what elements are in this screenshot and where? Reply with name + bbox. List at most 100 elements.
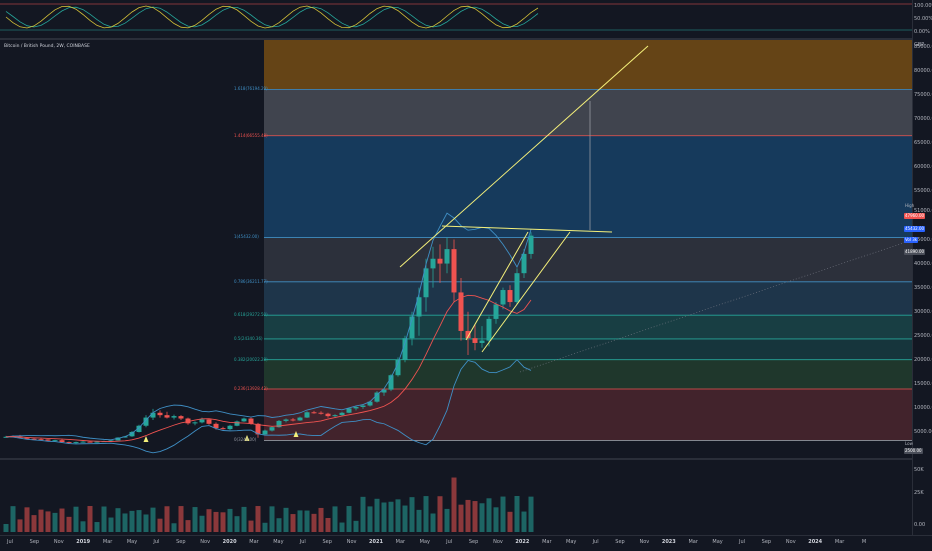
candle-body [402, 338, 408, 360]
volume-bar [395, 499, 401, 532]
time-axis-label: Mar [542, 539, 552, 545]
pane-separator-top[interactable] [0, 38, 932, 40]
time-axis-label: Nov [639, 539, 650, 545]
fib-zone [264, 281, 912, 316]
time-axis[interactable] [0, 535, 932, 551]
candle-body [423, 268, 429, 298]
fib-level-label: 1(45432.00) [234, 234, 259, 240]
price-axis-label: 20000.00 [914, 356, 932, 363]
time-axis-label: May [273, 539, 284, 545]
price-axis-label: 35000.00 [914, 284, 932, 291]
time-axis-label: May [566, 539, 577, 545]
volume-bar [31, 515, 37, 532]
time-axis-label: Mar [102, 539, 113, 545]
volume-bar [3, 524, 9, 532]
candle-body [493, 304, 499, 319]
price-axis-label: 30000.00 [914, 308, 932, 315]
candle-body [437, 258, 443, 264]
candle-body [143, 417, 149, 426]
volume-bar [332, 506, 338, 532]
fib-zone [264, 389, 912, 441]
candle-body [171, 416, 177, 418]
volume-bar [66, 516, 72, 532]
oscillator-pane[interactable] [0, 0, 912, 38]
volume-bar [486, 498, 492, 532]
price-tag: Vol 3k [904, 237, 919, 243]
time-axis-label: Sep [468, 539, 479, 545]
candle-body [521, 253, 527, 274]
time-axis-label: Mar [834, 539, 845, 545]
price-axis-label: 60000.00 [914, 164, 932, 171]
candle-body [360, 405, 366, 407]
volume-bar [115, 508, 121, 532]
candle-body [514, 273, 520, 303]
price-axis-label: 25000.00 [914, 332, 932, 339]
price-tag: Low [905, 441, 913, 446]
price-tag: 41890.00 [904, 249, 926, 255]
volume-axis-label: 50K [914, 467, 924, 473]
candle-body [87, 441, 93, 443]
fib-zone [264, 315, 912, 339]
candle-body [283, 419, 289, 421]
candle-body [206, 419, 212, 424]
price-axis[interactable] [912, 0, 932, 550]
volume-bar [388, 501, 394, 532]
trendline-top [441, 225, 613, 233]
time-axis-label: Nov [200, 539, 211, 545]
symbol-title[interactable]: Bitcoin / British Pound, 2W, COINBASE [4, 44, 90, 49]
candle-body [409, 316, 415, 339]
candle-body [248, 418, 254, 424]
fib-zone [264, 338, 912, 360]
bollinger-basis [5, 294, 532, 442]
candle-body [164, 415, 170, 418]
candle-body [234, 421, 240, 426]
price-tag: 45432.00 [904, 226, 926, 232]
time-axis-label: 2021 [369, 539, 383, 545]
price-tag: 47960.00 [904, 213, 926, 219]
candle-body [136, 425, 142, 432]
volume-bar [199, 515, 205, 532]
fib-level-label: 0.236(13928.42) [234, 386, 268, 392]
candle-body [45, 439, 51, 441]
candle-body [129, 432, 135, 437]
volume-bar [521, 511, 527, 532]
volume-bar [206, 509, 212, 532]
candle-body [444, 249, 450, 264]
volume-bar [101, 506, 107, 532]
oscillator-axis-label: 50.00% [914, 16, 932, 22]
time-axis-label: May [419, 539, 430, 545]
price-axis-label: 40000.00 [914, 260, 932, 267]
fib-level-label: 0.786(36211.77) [234, 278, 268, 284]
fib-zone-top [264, 40, 912, 90]
trendline-channel-left [465, 231, 529, 341]
volume-bar [227, 508, 233, 532]
price-tag: 2500.00 [904, 448, 923, 454]
candle-body [73, 442, 79, 444]
volume-bar [276, 518, 282, 532]
fib-zone [264, 237, 912, 282]
candle-body [458, 292, 464, 331]
candle-body [472, 338, 478, 343]
volume-bar [318, 507, 324, 532]
candle-body [108, 440, 114, 442]
volume-bar [437, 496, 443, 532]
volume-bar [500, 496, 506, 532]
price-axis-label: 70000.00 [914, 116, 932, 123]
time-axis-label: M [861, 539, 867, 545]
time-axis-label: Sep [176, 539, 186, 545]
candle-body [227, 425, 233, 430]
price-pane[interactable] [0, 40, 912, 458]
volume-bar [465, 499, 471, 532]
volume-bar [325, 518, 331, 532]
volume-bar [136, 510, 142, 532]
currency-label: GBP [914, 42, 925, 48]
fib-level-label: 0.5(24340.36) [234, 335, 263, 341]
candle-body [59, 440, 65, 443]
candle-body [479, 340, 485, 343]
volume-bar [213, 511, 219, 532]
volume-bar [185, 520, 191, 532]
candle-body [262, 430, 268, 435]
osc-fast-line [5, 5, 539, 29]
pane-separator-bottom[interactable] [0, 458, 932, 460]
